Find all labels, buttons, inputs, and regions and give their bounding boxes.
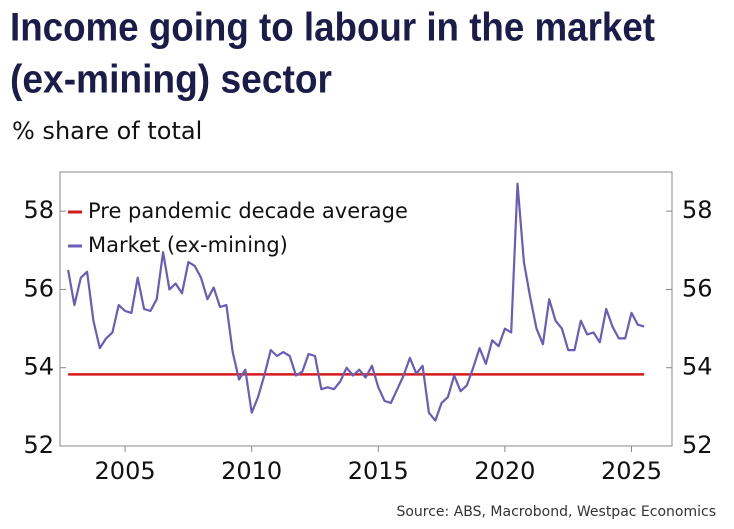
data-line	[67, 182, 645, 422]
chart-title: Income going to labour in the market	[10, 6, 655, 50]
x-tick-label: 2025	[601, 457, 662, 485]
x-tick-label: 2015	[348, 457, 409, 485]
y-tick-label: 54	[23, 353, 54, 381]
y-tick-label: 58	[23, 196, 54, 224]
y2-tick-label: 54	[682, 353, 713, 381]
legend-label: Pre pandemic decade average	[88, 199, 408, 223]
x-tick-label: 2020	[474, 457, 535, 485]
y-tick-label: 56	[23, 274, 54, 302]
chart-title: (ex-mining) sector	[10, 58, 332, 102]
x-tick-label: 2010	[221, 457, 282, 485]
legend-label: Market (ex-mining)	[88, 233, 288, 257]
subtitle: % share of total	[12, 117, 202, 145]
x-tick-label: 2005	[95, 457, 156, 485]
y2-tick-label: 58	[682, 196, 713, 224]
y2-tick-label: 56	[682, 274, 713, 302]
source: Source: ABS, Macrobond, Westpac Economic…	[396, 504, 716, 520]
plot-frame	[59, 171, 673, 447]
y-tick-label: 52	[23, 431, 54, 459]
y2-tick-label: 52	[682, 431, 713, 459]
